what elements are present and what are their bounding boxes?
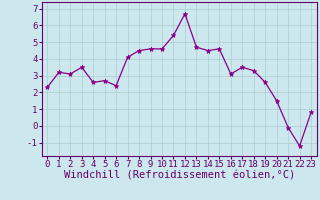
X-axis label: Windchill (Refroidissement éolien,°C): Windchill (Refroidissement éolien,°C): [64, 171, 295, 181]
